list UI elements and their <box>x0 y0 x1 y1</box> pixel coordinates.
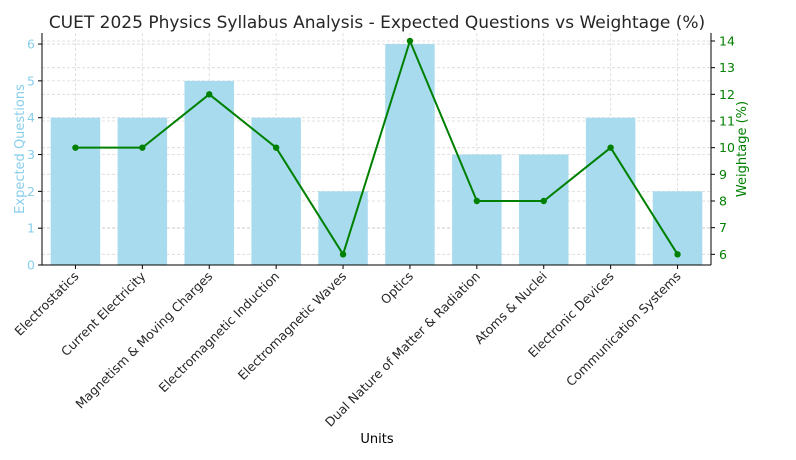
y2-tick-label: 12 <box>719 87 735 102</box>
y2-tick-label: 8 <box>719 194 727 209</box>
category-label: Electromagnetic Induction <box>156 269 283 396</box>
category-label: Optics <box>378 269 417 308</box>
weightage-point <box>674 251 681 258</box>
line-series <box>72 37 681 258</box>
weightage-point <box>339 251 347 258</box>
weightage-point <box>540 197 547 205</box>
category-label: Magnetism & Moving Charges <box>72 269 215 412</box>
y-axis-label: Expected Questions <box>13 84 28 214</box>
bar <box>518 154 569 265</box>
y-tick-label: 0 <box>27 258 35 273</box>
y2-tick-label: 7 <box>719 220 727 235</box>
category-label: Electrostatics <box>11 269 81 339</box>
left-axis-ticks: 0 1 2 3 4 5 6 <box>27 37 42 273</box>
bar-series <box>50 44 703 265</box>
bar <box>585 117 636 265</box>
weightage-point <box>206 91 213 98</box>
category-label: Electromagnetic Waves <box>235 269 349 383</box>
y-tick-label: 3 <box>27 147 35 162</box>
weightage-point <box>272 144 280 151</box>
y2-tick-label: 9 <box>719 167 727 182</box>
bar <box>50 117 101 265</box>
y-tick-label: 1 <box>27 221 35 236</box>
chart-title: CUET 2025 Physics Syllabus Analysis - Ex… <box>49 13 705 33</box>
bar <box>251 117 301 265</box>
bar <box>452 154 502 265</box>
y2-tick-label: 13 <box>719 60 735 75</box>
y-tick-label: 6 <box>27 37 35 52</box>
weightage-point <box>72 144 79 151</box>
y2-tick-label: 14 <box>719 34 735 49</box>
y2-tick-label: 10 <box>719 140 735 155</box>
axes <box>41 33 712 266</box>
y-tick-label: 2 <box>27 184 35 199</box>
bar <box>385 44 435 265</box>
y2-tick-label: 11 <box>719 114 735 129</box>
y-tick-label: 4 <box>27 110 35 125</box>
bar <box>117 117 168 265</box>
x-axis-label: Units <box>360 432 393 447</box>
right-axis-ticks: 6 7 8 9 10 11 12 13 14 <box>711 34 735 262</box>
weightage-point <box>139 144 146 151</box>
y-tick-label: 5 <box>27 73 35 88</box>
weightage-line <box>75 38 679 257</box>
y2-tick-label: 6 <box>719 247 727 262</box>
weightage-point <box>473 197 481 205</box>
category-label: Communication Systems <box>563 269 684 390</box>
weightage-point <box>406 37 414 45</box>
weightage-point <box>607 144 614 151</box>
bar <box>184 80 235 265</box>
y2-axis-label: Weightage (%) <box>735 101 750 197</box>
